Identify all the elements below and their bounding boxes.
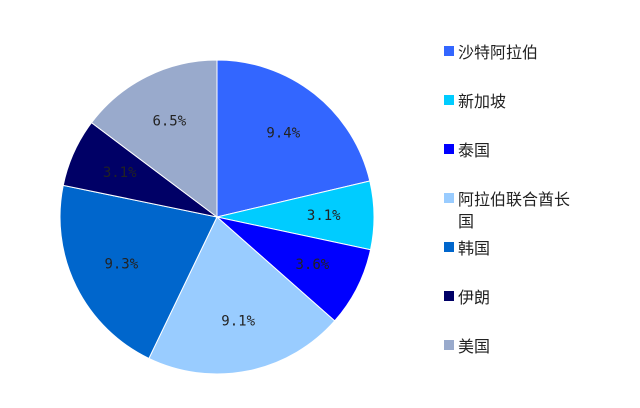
legend-item: 美国 — [444, 336, 578, 358]
pie-slice — [216, 59, 371, 218]
legend-item: 阿拉伯联合酋长国 — [444, 189, 578, 233]
slice-label: 3.6% — [295, 257, 329, 273]
legend-swatch — [444, 291, 454, 301]
legend-label: 新加坡 — [458, 92, 507, 111]
legend-item: 沙特阿拉伯 — [444, 42, 578, 64]
pie-slice — [148, 216, 336, 375]
slice-label: 3.1% — [103, 165, 137, 181]
pie-slice — [59, 184, 218, 360]
legend-label: 韩国 — [458, 239, 491, 258]
pie-slice — [90, 59, 218, 219]
legend-label: 阿拉伯联合酋长国 — [458, 190, 571, 231]
legend-item: 韩国 — [444, 238, 578, 260]
slice-label: 9.1% — [221, 314, 255, 330]
legend-label: 沙特阿拉伯 — [458, 43, 539, 62]
legend-item: 新加坡 — [444, 91, 578, 113]
legend-swatch — [444, 95, 454, 105]
legend-swatch — [444, 340, 454, 350]
legend-swatch — [444, 193, 454, 203]
legend-swatch — [444, 144, 454, 154]
legend-item: 泰国 — [444, 140, 578, 162]
slice-label: 6.5% — [152, 113, 186, 129]
legend-label: 泰国 — [458, 141, 491, 160]
slice-label: 9.4% — [266, 125, 300, 141]
legend-swatch — [444, 46, 454, 56]
legend-label: 美国 — [458, 337, 491, 356]
legend-swatch — [444, 242, 454, 252]
legend-item: 伊朗 — [444, 287, 578, 309]
legend-label: 伊朗 — [458, 288, 491, 307]
slice-label: 3.1% — [307, 208, 341, 224]
slice-label: 9.3% — [104, 256, 138, 272]
